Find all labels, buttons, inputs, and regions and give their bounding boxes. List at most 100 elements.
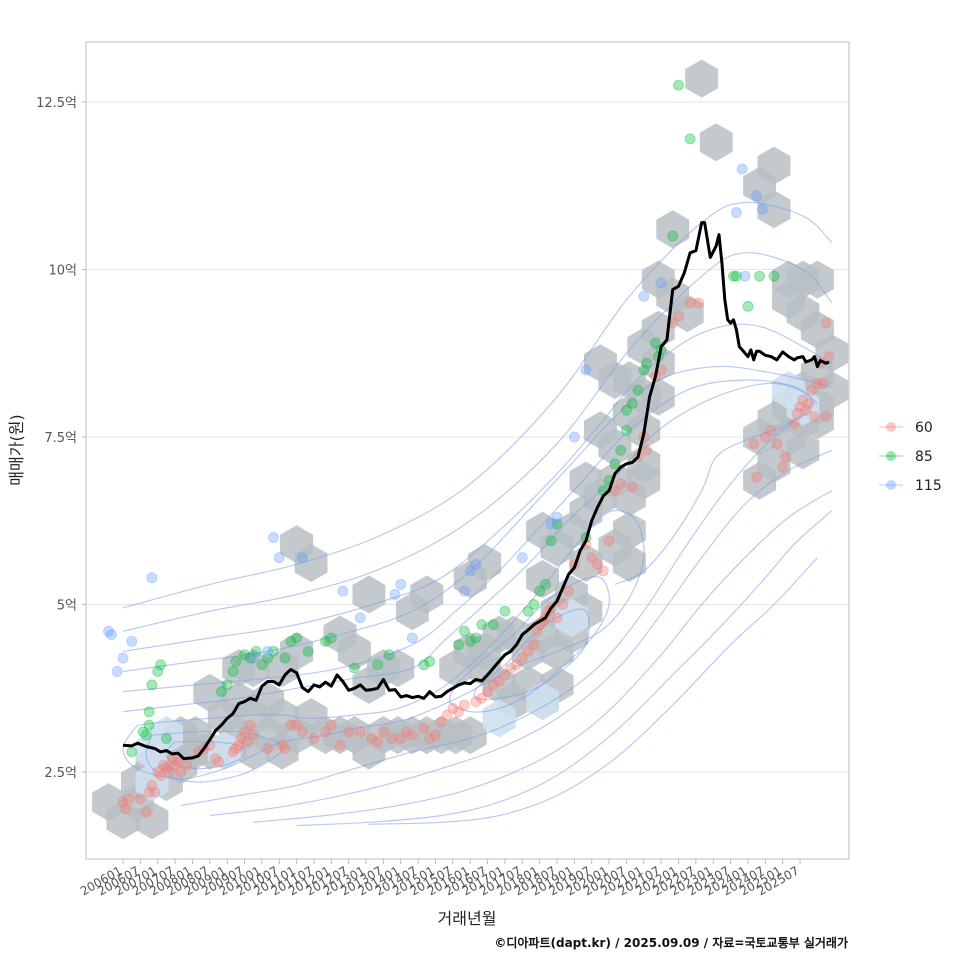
scatter-point-85 (383, 649, 395, 661)
scatter-point-60 (693, 297, 705, 309)
scatter-point-60 (140, 806, 152, 818)
scatter-point-85 (458, 625, 470, 637)
hexbin-light (772, 371, 805, 410)
y-tick-label: 2.5억 (44, 766, 77, 781)
scatter-point-115 (470, 558, 482, 570)
scatter-point-85 (620, 424, 632, 436)
scatter-point-60 (800, 404, 812, 416)
scatter-point-60 (482, 686, 494, 698)
hexbin (786, 431, 820, 470)
scatter-point-60 (395, 733, 407, 744)
scatter-point-85 (418, 659, 430, 671)
scatter-point-60 (777, 461, 789, 473)
scatter-point-60 (158, 759, 170, 771)
scatter-point-60 (169, 759, 181, 771)
scatter-point-85 (609, 458, 621, 470)
density-contour (368, 557, 818, 825)
scatter-point-60 (797, 394, 809, 406)
scatter-point-60 (551, 612, 563, 624)
scatter-point-60 (172, 756, 184, 768)
scatter-point-60 (626, 481, 638, 493)
hexbin (757, 146, 791, 185)
scatter-point-85 (632, 384, 644, 396)
scatter-point-85 (372, 659, 384, 671)
hexbin (670, 294, 704, 333)
scatter-point-85 (267, 645, 279, 657)
scatter-point-85 (754, 270, 766, 282)
density-contour (122, 379, 818, 693)
scatter-point-115 (262, 645, 274, 657)
scatter-point-85 (638, 364, 650, 376)
hexbin (352, 575, 386, 614)
scatter-point-115 (458, 585, 470, 597)
scatter-point-60 (447, 702, 459, 714)
scatter-point-85 (499, 605, 511, 617)
y-axis-title: 매매가(원) (7, 414, 26, 485)
scatter-point-60 (212, 756, 224, 768)
density-contours (122, 201, 833, 827)
scatter-point-85 (673, 79, 685, 91)
scatter-point-115 (111, 666, 123, 677)
scatter-point-85 (476, 619, 488, 631)
scatter-point-60 (820, 317, 832, 329)
scatter-point-85 (152, 666, 164, 677)
scatter-point-60 (811, 377, 823, 389)
scatter-point-60 (803, 398, 815, 409)
hexbin (135, 801, 169, 840)
scatter-point-60 (175, 766, 187, 778)
hexbin (526, 560, 559, 598)
scatter-point-85 (470, 632, 482, 644)
scatter-point-85 (684, 133, 696, 145)
scatter-point-60 (817, 377, 829, 389)
scatter-point-85 (160, 733, 172, 744)
scatter-point-60 (748, 438, 760, 450)
scatter-point-115 (739, 270, 751, 282)
scatter-point-60 (241, 736, 253, 748)
hexbin (815, 371, 849, 410)
scatter-point-60 (791, 408, 803, 420)
hexbin-light (207, 731, 241, 770)
y-tick-label: 10억 (48, 264, 77, 279)
scatter-point-60 (429, 729, 441, 741)
scatter-point-115 (568, 431, 580, 443)
scatter-point-85 (551, 518, 563, 530)
density-contour (296, 510, 833, 827)
scatter-points (103, 79, 835, 818)
y-axis-ticks: 2.5억 5억 7.5억 10억 12.5억 (36, 96, 86, 781)
scatter-point-115 (103, 625, 115, 637)
scatter-point-60 (181, 759, 193, 771)
scatter-point-85 (667, 230, 679, 242)
scatter-point-60 (117, 796, 129, 808)
hexbin (280, 632, 314, 671)
scatter-point-85 (545, 535, 557, 547)
scatter-point-60 (820, 411, 832, 423)
scatter-point-60 (276, 739, 288, 751)
density-contour (122, 201, 833, 609)
scatter-point-60 (320, 726, 332, 738)
scatter-point-85 (522, 605, 534, 617)
scatter-point-115 (273, 552, 285, 564)
scatter-point-60 (247, 729, 259, 741)
moving-average-line-layer (122, 221, 830, 761)
scatter-point-60 (401, 726, 413, 738)
scatter-point-60 (233, 739, 245, 751)
hexbin (381, 649, 415, 688)
scatter-point-85 (126, 746, 138, 758)
density-contour (122, 365, 833, 673)
scatter-point-85 (487, 619, 499, 631)
scatter-point-115 (545, 518, 557, 530)
scatter-point-60 (453, 706, 465, 718)
scatter-point-60 (120, 803, 132, 815)
scatter-point-60 (163, 766, 175, 778)
scatter-point-60 (673, 310, 685, 322)
scatter-point-60 (603, 535, 615, 547)
scatter-point-60 (441, 709, 453, 721)
legend-key-point (886, 422, 896, 432)
scatter-point-60 (406, 729, 418, 741)
scatter-point-60 (788, 418, 800, 430)
hexbin (222, 649, 256, 688)
hexbin-light (482, 699, 516, 738)
scatter-point-85 (143, 719, 155, 731)
scatter-point-85 (143, 706, 155, 718)
scatter-point-60 (372, 736, 384, 748)
